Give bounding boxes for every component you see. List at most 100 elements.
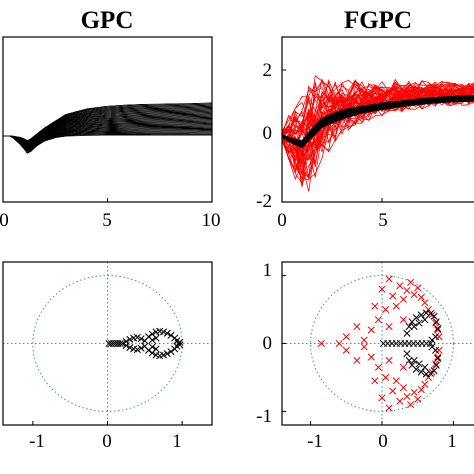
pole-marker xyxy=(367,326,375,334)
p0-series-group xyxy=(3,102,212,154)
pole-marker xyxy=(403,350,411,358)
pole-marker xyxy=(396,397,404,405)
fgpc-response-curve-red xyxy=(282,95,474,180)
unit-circle xyxy=(32,275,183,412)
pole-marker xyxy=(167,331,175,339)
fgpc-response-curve-black xyxy=(282,97,474,145)
pole-marker xyxy=(434,353,442,361)
pole-marker xyxy=(374,363,382,371)
pole-marker xyxy=(385,275,393,283)
pole-marker xyxy=(415,319,423,327)
p2-ticks xyxy=(32,421,183,425)
pole-marker xyxy=(417,386,425,394)
p3-ytick-1: 1 xyxy=(263,260,273,281)
pole-marker xyxy=(122,341,130,350)
pole-marker xyxy=(360,336,368,344)
pole-marker xyxy=(434,326,442,334)
p3-series-group xyxy=(282,262,474,425)
pole-marker xyxy=(335,339,343,348)
pole-marker xyxy=(116,339,124,348)
pole-marker xyxy=(126,344,134,352)
pole-marker xyxy=(410,322,418,331)
pole-marker xyxy=(403,392,411,401)
pole-marker xyxy=(385,322,393,331)
pole-marker xyxy=(424,305,432,314)
pole-marker xyxy=(396,282,404,290)
panel-fgpc-step: 0 5 2 0 -2 xyxy=(256,36,474,231)
pole-marker xyxy=(148,343,156,351)
p1-xtick-0: 0 xyxy=(277,210,287,231)
p2-series-group xyxy=(3,262,212,425)
pole-marker xyxy=(385,404,393,412)
p3-ytick-neg1: -1 xyxy=(256,406,272,427)
p1-ytick-neg2: -2 xyxy=(256,191,272,212)
pole-marker xyxy=(371,302,379,310)
p1-xtick-5: 5 xyxy=(378,210,388,231)
pole-marker xyxy=(399,363,407,371)
panel-fgpc-poles: -1 0 1 1 0 -1 xyxy=(256,260,474,452)
pole-marker xyxy=(167,348,175,356)
pole-marker xyxy=(432,318,440,326)
pole-marker xyxy=(382,373,390,382)
pole-marker xyxy=(137,335,145,343)
pole-marker xyxy=(399,316,407,324)
pole-marker xyxy=(403,286,411,295)
gpc-response-curve xyxy=(3,134,212,154)
pole-marker xyxy=(389,387,397,395)
pole-marker xyxy=(392,377,400,385)
p3-xtick-0: 0 xyxy=(378,431,388,452)
pole-marker xyxy=(414,284,422,292)
p1-series-group xyxy=(282,75,474,192)
pole-marker xyxy=(405,322,413,331)
pole-marker xyxy=(159,328,168,336)
pole-marker xyxy=(378,285,386,293)
pole-marker xyxy=(417,311,425,319)
pole-marker xyxy=(137,344,145,352)
panel-gpc-poles: -1 0 1 xyxy=(2,261,213,452)
pole-marker xyxy=(412,365,420,373)
pole-marker xyxy=(415,360,423,368)
pole-marker xyxy=(424,373,432,382)
pole-marker xyxy=(427,369,435,377)
pole-marker xyxy=(410,388,418,396)
pole-marker xyxy=(435,346,443,354)
p0-xtick-10: 10 xyxy=(202,210,221,231)
pole-marker xyxy=(159,351,168,359)
pole-marker xyxy=(148,336,156,344)
pole-marker xyxy=(405,356,413,365)
p0-ticks xyxy=(2,198,213,202)
pole-marker xyxy=(360,343,368,351)
pole-marker xyxy=(417,293,425,301)
pole-marker xyxy=(367,353,375,361)
fgpc-response-curve-red xyxy=(282,77,474,134)
p2-xtick-0: 0 xyxy=(102,431,112,452)
pole-marker xyxy=(374,316,382,324)
pole-marker xyxy=(410,356,418,365)
pole-marker xyxy=(163,329,171,337)
p0-xtick-0: 0 xyxy=(0,210,9,231)
pole-marker xyxy=(434,354,442,362)
pole-marker xyxy=(382,305,390,314)
pole-marker xyxy=(342,333,350,341)
title-gpc: GPC xyxy=(81,7,134,34)
pole-marker xyxy=(176,341,184,349)
title-fgpc: FGPC xyxy=(344,7,412,34)
p3-xtick-1: 1 xyxy=(447,431,457,452)
pole-marker xyxy=(399,384,407,392)
pole-marker xyxy=(430,367,438,375)
pole-marker xyxy=(421,299,429,307)
p2-xtick-1: 1 xyxy=(172,431,182,452)
pole-marker xyxy=(428,336,436,344)
fgpc-response-curve-red xyxy=(282,80,474,136)
pole-marker xyxy=(421,363,429,371)
pole-marker xyxy=(371,377,379,385)
pole-marker xyxy=(392,302,400,310)
pole-marker xyxy=(412,314,420,322)
pole-marker xyxy=(435,333,443,341)
pole-marker xyxy=(385,356,393,365)
pole-marker xyxy=(152,334,160,342)
pole-marker xyxy=(353,322,361,331)
fgpc-response-curve-black xyxy=(282,99,474,148)
panel-gpc-step: 0 5 10 xyxy=(0,36,221,231)
